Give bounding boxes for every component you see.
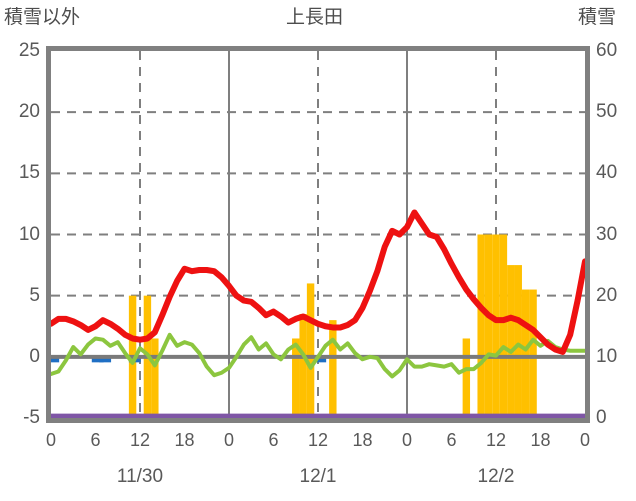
snow-bar [292, 338, 300, 418]
y-tick-right: 0 [596, 407, 607, 428]
snow-bar [299, 314, 307, 418]
precipitation-bar [91, 356, 104, 363]
y-tick-right: 60 [596, 40, 618, 61]
precipitation-bar [314, 356, 327, 363]
y-tick-left: 20 [18, 101, 40, 123]
page-title: 上長田 [286, 7, 344, 28]
x-tick: 12 [307, 430, 329, 450]
snow-bar [514, 265, 522, 418]
snow-bar [507, 265, 515, 418]
x-tick: 18 [174, 430, 195, 450]
snow-bar [484, 234, 493, 418]
snow-bar [151, 338, 159, 418]
y-tick-left: 15 [18, 162, 40, 184]
y-tick-left: 10 [18, 223, 40, 245]
y-tick-left: -5 [23, 407, 40, 428]
x-day-label: 11/30 [116, 466, 164, 487]
temperature-line [51, 209, 585, 355]
y-tick-left: 25 [18, 40, 40, 61]
left-axis-title: 積雪以外 [4, 7, 81, 28]
x-tick: 6 [90, 430, 101, 450]
snow-bar [499, 234, 508, 418]
x-tick: 0 [579, 430, 590, 450]
snow-bar [529, 289, 537, 418]
x-tick: 6 [446, 430, 457, 450]
x-tick: 18 [530, 430, 551, 450]
y-tick-right: 10 [596, 345, 618, 367]
precipitation-bar [99, 356, 112, 363]
x-tick: 12 [485, 430, 507, 450]
snow-bar [477, 234, 485, 418]
snow-bar [521, 289, 530, 418]
snow-bar [492, 234, 500, 418]
y-tick-right: 50 [596, 101, 618, 123]
precipitation-bar [51, 356, 60, 363]
x-day-label: 12/1 [299, 466, 337, 487]
x-tick: 0 [45, 430, 56, 450]
x-tick: 18 [352, 430, 373, 450]
y-tick-left: 0 [29, 345, 40, 367]
x-day-label: 12/2 [477, 466, 515, 487]
y-tick-right: 40 [596, 162, 618, 184]
y-tick-left: 5 [29, 284, 40, 306]
right-axis-title: 積雪 [578, 7, 617, 28]
plot-area [46, 46, 590, 423]
wind-line [51, 332, 585, 379]
snow-bar [329, 320, 337, 418]
snow-bar [462, 338, 471, 418]
y-tick-right: 20 [596, 284, 618, 306]
x-tick: 12 [129, 430, 151, 450]
plot-svg [51, 51, 585, 418]
plot-inner [51, 51, 585, 418]
y-tick-right: 30 [596, 223, 618, 245]
snow-bar [306, 283, 315, 418]
x-tick: 0 [223, 430, 234, 450]
x-tick: 6 [268, 430, 279, 450]
x-tick: 0 [401, 430, 412, 450]
